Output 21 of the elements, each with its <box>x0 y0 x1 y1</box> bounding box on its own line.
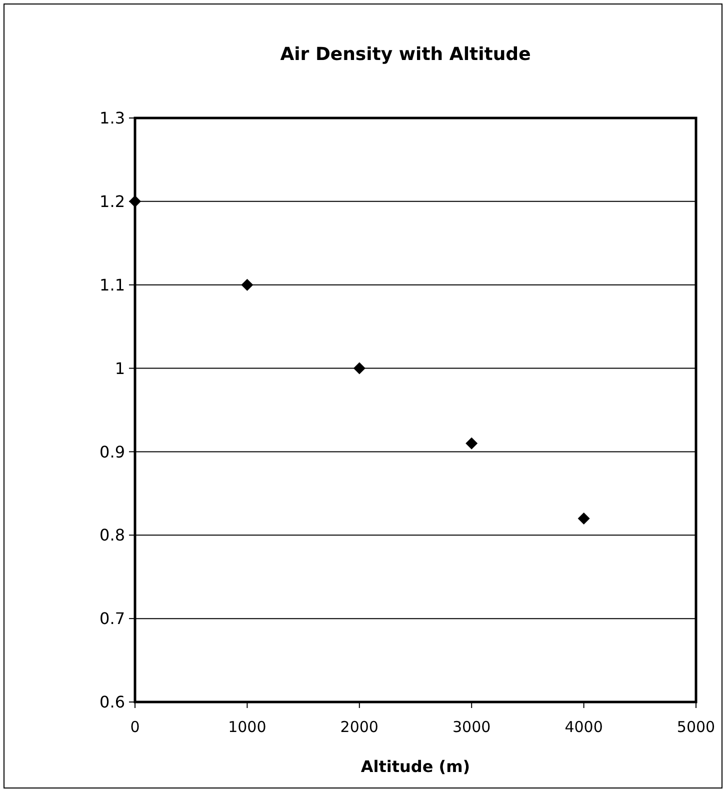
chart-title: Air Density with Altitude <box>280 44 531 65</box>
y-tick-label: 0.9 <box>100 442 125 462</box>
x-tick-label: 5000 <box>676 718 716 736</box>
y-tick-label: 1.1 <box>100 275 125 294</box>
point <box>578 512 590 524</box>
point <box>466 437 478 450</box>
x-tick-label: 3000 <box>452 718 491 736</box>
x-tick-label: 4000 <box>564 718 603 736</box>
point <box>129 195 141 208</box>
point <box>241 278 254 291</box>
x-tick-label: 2000 <box>340 718 378 736</box>
y-tick-label: 0.6 <box>100 692 125 712</box>
point <box>353 362 366 374</box>
y-tick-label: 0.7 <box>100 609 125 628</box>
y-tick-label: 1.3 <box>100 108 125 128</box>
y-tick-label: 1.2 <box>100 192 125 212</box>
x-tick-label: 1000 <box>228 718 266 736</box>
x-axis-title: Altitude (m) <box>360 757 470 776</box>
x-tick-label: 0 <box>130 718 140 736</box>
y-tick-label: 0.8 <box>100 526 125 545</box>
y-tick-label: 1 <box>114 358 125 378</box>
